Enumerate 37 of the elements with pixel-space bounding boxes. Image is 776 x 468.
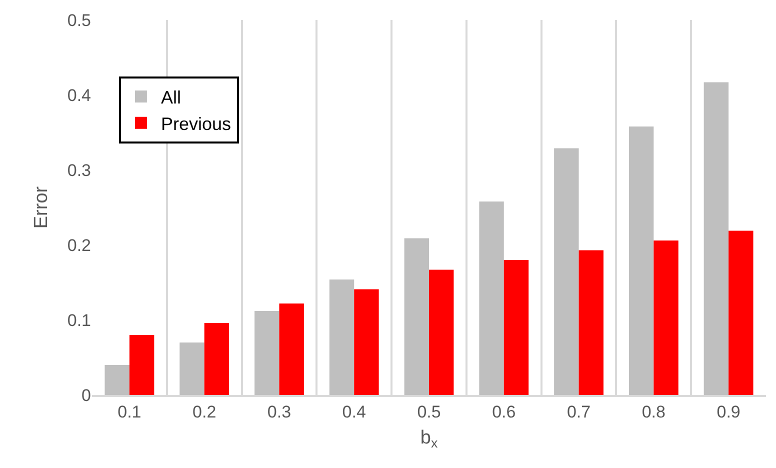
bar [429, 270, 454, 395]
bar [204, 323, 230, 395]
bar [180, 342, 204, 395]
bar [129, 335, 154, 395]
bar [554, 148, 579, 395]
bar [654, 240, 678, 395]
x-tick-label: 0.3 [267, 402, 292, 422]
legend-label: All [160, 87, 181, 108]
x-tick-label: 0.5 [417, 402, 441, 422]
bar [104, 365, 130, 395]
bar [329, 280, 354, 395]
y-tick-label: 0 [82, 386, 91, 405]
bar [279, 304, 304, 395]
x-axis-title: b$_{x}$ [420, 428, 438, 451]
legend-label: Previous [160, 114, 231, 134]
bar [704, 82, 729, 395]
y-tick-label: 0.5 [67, 10, 91, 30]
bar [578, 250, 604, 395]
y-tick-label: 0.4 [67, 86, 91, 105]
x-tick-label: 0.7 [566, 402, 591, 422]
bar [728, 230, 754, 395]
x-tick-label: 0.9 [716, 402, 740, 422]
bar [504, 260, 529, 395]
x-tick-label: 0.6 [492, 402, 516, 422]
bar [354, 289, 379, 395]
bar [404, 238, 429, 395]
x-tick-label: 0.8 [642, 402, 666, 422]
y-tick-label: 0.3 [67, 160, 91, 180]
y-axis-title: Error [31, 186, 52, 229]
x-tick-label: 0.4 [342, 402, 366, 422]
bar [628, 126, 654, 395]
y-tick-label: 0.1 [67, 310, 91, 330]
x-tick-label: 0.1 [118, 402, 142, 422]
bar [479, 202, 504, 395]
bar [254, 311, 280, 395]
x-tick-label: 0.2 [192, 402, 216, 422]
y-tick-label: 0.2 [67, 236, 91, 255]
